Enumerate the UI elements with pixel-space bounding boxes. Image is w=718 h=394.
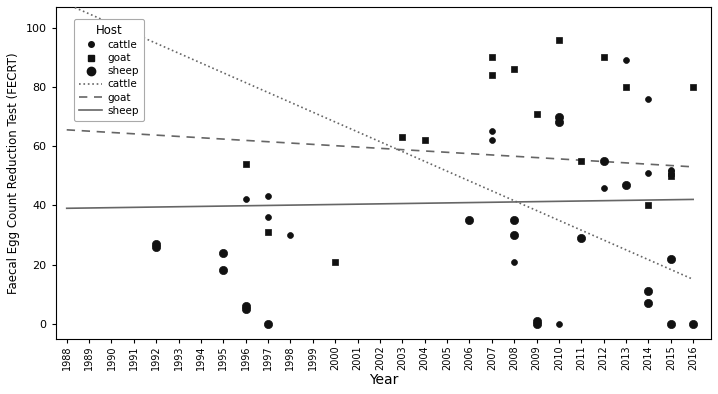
Point — [598, 54, 610, 60]
Point — [240, 161, 251, 167]
Point — [576, 158, 587, 164]
Point — [643, 288, 654, 294]
Point — [598, 184, 610, 191]
Point — [151, 243, 162, 250]
Point — [531, 318, 542, 324]
Point — [151, 241, 162, 247]
Point — [687, 321, 699, 327]
Point — [643, 300, 654, 306]
Point — [464, 217, 475, 223]
Point — [508, 232, 520, 238]
Point — [687, 84, 699, 90]
Point — [83, 110, 95, 117]
Point — [665, 255, 676, 262]
X-axis label: Year: Year — [368, 373, 398, 387]
Point — [620, 182, 632, 188]
Y-axis label: Faecal Egg Count Reduction Test (FECRT): Faecal Egg Count Reduction Test (FECRT) — [7, 52, 20, 294]
Point — [620, 84, 632, 90]
Point — [240, 303, 251, 309]
Point — [643, 169, 654, 176]
Point — [598, 158, 610, 164]
Point — [262, 229, 274, 235]
Point — [643, 202, 654, 208]
Point — [486, 72, 498, 78]
Point — [665, 167, 676, 173]
Point — [330, 258, 341, 265]
Point — [620, 57, 632, 63]
Point — [508, 66, 520, 72]
Point — [553, 119, 564, 126]
Point — [486, 54, 498, 60]
Point — [553, 113, 564, 120]
Point — [262, 193, 274, 200]
Point — [553, 36, 564, 43]
Point — [240, 196, 251, 203]
Point — [553, 321, 564, 327]
Point — [576, 235, 587, 241]
Point — [240, 306, 251, 312]
Point — [218, 249, 229, 256]
Point — [486, 128, 498, 134]
Point — [643, 96, 654, 102]
Point — [285, 232, 297, 238]
Point — [486, 137, 498, 143]
Point — [531, 321, 542, 327]
Point — [665, 173, 676, 179]
Point — [262, 214, 274, 220]
Point — [508, 258, 520, 265]
Point — [262, 321, 274, 327]
Point — [83, 98, 95, 105]
Point — [218, 267, 229, 273]
Point — [419, 137, 430, 143]
Legend: cattle, goat, sheep, cattle, goat, sheep: cattle, goat, sheep, cattle, goat, sheep — [74, 19, 144, 121]
Point — [665, 169, 676, 176]
Point — [531, 110, 542, 117]
Point — [665, 321, 676, 327]
Point — [508, 217, 520, 223]
Point — [396, 134, 408, 140]
